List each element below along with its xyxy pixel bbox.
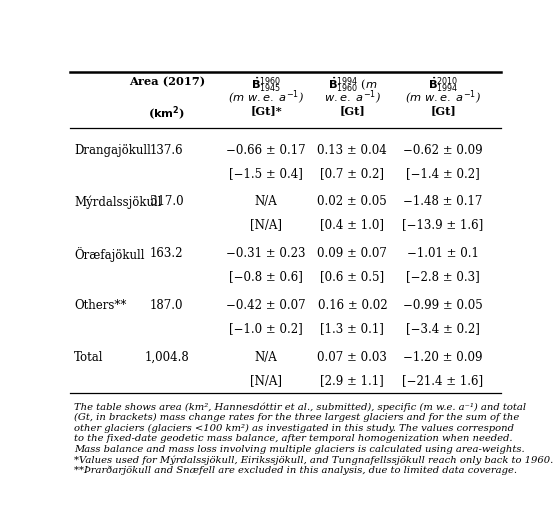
Text: [Gt]: [Gt]: [340, 105, 365, 116]
Text: $\mathbf{\dot{B}}_{1945}^{1960}$: $\mathbf{\dot{B}}_{1945}^{1960}$: [251, 76, 281, 94]
Text: Area (2017): Area (2017): [129, 76, 205, 87]
Text: 0.09 ± 0.07: 0.09 ± 0.07: [317, 247, 387, 260]
Text: [0.7 ± 0.2]: [0.7 ± 0.2]: [320, 167, 384, 180]
Text: [N/A]: [N/A]: [250, 219, 282, 232]
Text: [−1.4 ± 0.2]: [−1.4 ± 0.2]: [406, 167, 480, 180]
Text: Total: Total: [74, 351, 104, 364]
Text: 137.6: 137.6: [150, 144, 184, 157]
Text: [Gt]: [Gt]: [430, 105, 456, 116]
Text: 0.02 ± 0.05: 0.02 ± 0.05: [317, 195, 387, 208]
Text: 517.0: 517.0: [150, 195, 184, 208]
Text: $\mathbf{\dot{B}}_{1994}^{2010}$: $\mathbf{\dot{B}}_{1994}^{2010}$: [428, 76, 458, 94]
Text: other glaciers (glaciers <100 km²) as investigated in this study. The values cor: other glaciers (glaciers <100 km²) as in…: [74, 423, 514, 433]
Text: ($\mathbf{km^{2}}$): ($\mathbf{km^{2}}$): [148, 105, 185, 123]
Text: ($\mathit{m}$ $\mathit{w.e.}$ $\mathit{a}^{-1}$): ($\mathit{m}$ $\mathit{w.e.}$ $\mathit{a…: [405, 89, 481, 107]
Text: $\mathit{w.e.}$ $\mathit{a}^{-1}$): $\mathit{w.e.}$ $\mathit{a}^{-1}$): [324, 89, 381, 107]
Text: Others**: Others**: [74, 299, 126, 311]
Text: −0.31 ± 0.23: −0.31 ± 0.23: [226, 247, 306, 260]
Text: 1,004.8: 1,004.8: [144, 351, 189, 364]
Text: −1.48 ± 0.17: −1.48 ± 0.17: [403, 195, 483, 208]
Text: Öræfajökull: Öræfajökull: [74, 247, 144, 262]
Text: [Gt]*: [Gt]*: [250, 105, 282, 116]
Text: **Þrarðarjökull and Snæfell are excluded in this analysis, due to limited data c: **Þrarðarjökull and Snæfell are excluded…: [74, 465, 517, 475]
Text: [−21.4 ± 1.6]: [−21.4 ± 1.6]: [403, 374, 483, 387]
Text: [−0.8 ± 0.6]: [−0.8 ± 0.6]: [229, 270, 303, 283]
Text: 163.2: 163.2: [150, 247, 183, 260]
Text: [−13.9 ± 1.6]: [−13.9 ± 1.6]: [402, 219, 483, 232]
Text: The table shows area (km², Hannesdóttir et al., submitted), specific (m w.e. a⁻¹: The table shows area (km², Hannesdóttir …: [74, 402, 526, 412]
Text: to the fixed-date geodetic mass balance, after temporal homogenization when need: to the fixed-date geodetic mass balance,…: [74, 434, 512, 443]
Text: [1.3 ± 0.1]: [1.3 ± 0.1]: [320, 322, 384, 335]
Text: [−2.8 ± 0.3]: [−2.8 ± 0.3]: [406, 270, 480, 283]
Text: Drangajökull: Drangajökull: [74, 144, 151, 157]
Text: −0.99 ± 0.05: −0.99 ± 0.05: [403, 299, 483, 311]
Text: (Gt, in brackets) mass change rates for the three largest glaciers and for the s: (Gt, in brackets) mass change rates for …: [74, 413, 519, 422]
Text: [0.4 ± 1.0]: [0.4 ± 1.0]: [320, 219, 384, 232]
Text: N/A: N/A: [255, 351, 277, 364]
Text: −1.20 ± 0.09: −1.20 ± 0.09: [403, 351, 483, 364]
Text: −1.01 ± 0.1: −1.01 ± 0.1: [407, 247, 479, 260]
Text: Mass balance and mass loss involving multiple glaciers is calculated using area-: Mass balance and mass loss involving mul…: [74, 444, 525, 454]
Text: [0.6 ± 0.5]: [0.6 ± 0.5]: [320, 270, 384, 283]
Text: −0.62 ± 0.09: −0.62 ± 0.09: [403, 144, 483, 157]
Text: [−1.0 ± 0.2]: [−1.0 ± 0.2]: [229, 322, 303, 335]
Text: 187.0: 187.0: [150, 299, 183, 311]
Text: Mýrdalssjökull: Mýrdalssjökull: [74, 195, 162, 209]
Text: [2.9 ± 1.1]: [2.9 ± 1.1]: [320, 374, 384, 387]
Text: [−3.4 ± 0.2]: [−3.4 ± 0.2]: [406, 322, 480, 335]
Text: [−1.5 ± 0.4]: [−1.5 ± 0.4]: [229, 167, 303, 180]
Text: [N/A]: [N/A]: [250, 374, 282, 387]
Text: −0.42 ± 0.07: −0.42 ± 0.07: [226, 299, 306, 311]
Text: −0.66 ± 0.17: −0.66 ± 0.17: [226, 144, 306, 157]
Text: 0.13 ± 0.04: 0.13 ± 0.04: [317, 144, 387, 157]
Text: *Values used for Mýrdalssjökull, Eirikssjökull, and Tungnafellssjökull reach onl: *Values used for Mýrdalssjökull, Eirikss…: [74, 455, 553, 465]
Text: $\mathbf{\dot{B}}_{1960}^{1994}$ ($\mathit{m}$: $\mathbf{\dot{B}}_{1960}^{1994}$ ($\math…: [328, 76, 377, 94]
Text: N/A: N/A: [255, 195, 277, 208]
Text: 0.16 ± 0.02: 0.16 ± 0.02: [317, 299, 387, 311]
Text: 0.07 ± 0.03: 0.07 ± 0.03: [317, 351, 387, 364]
Text: ($\mathit{m}$ $\mathit{w.e.}$ $\mathit{a}^{-1}$): ($\mathit{m}$ $\mathit{w.e.}$ $\mathit{a…: [228, 89, 304, 107]
